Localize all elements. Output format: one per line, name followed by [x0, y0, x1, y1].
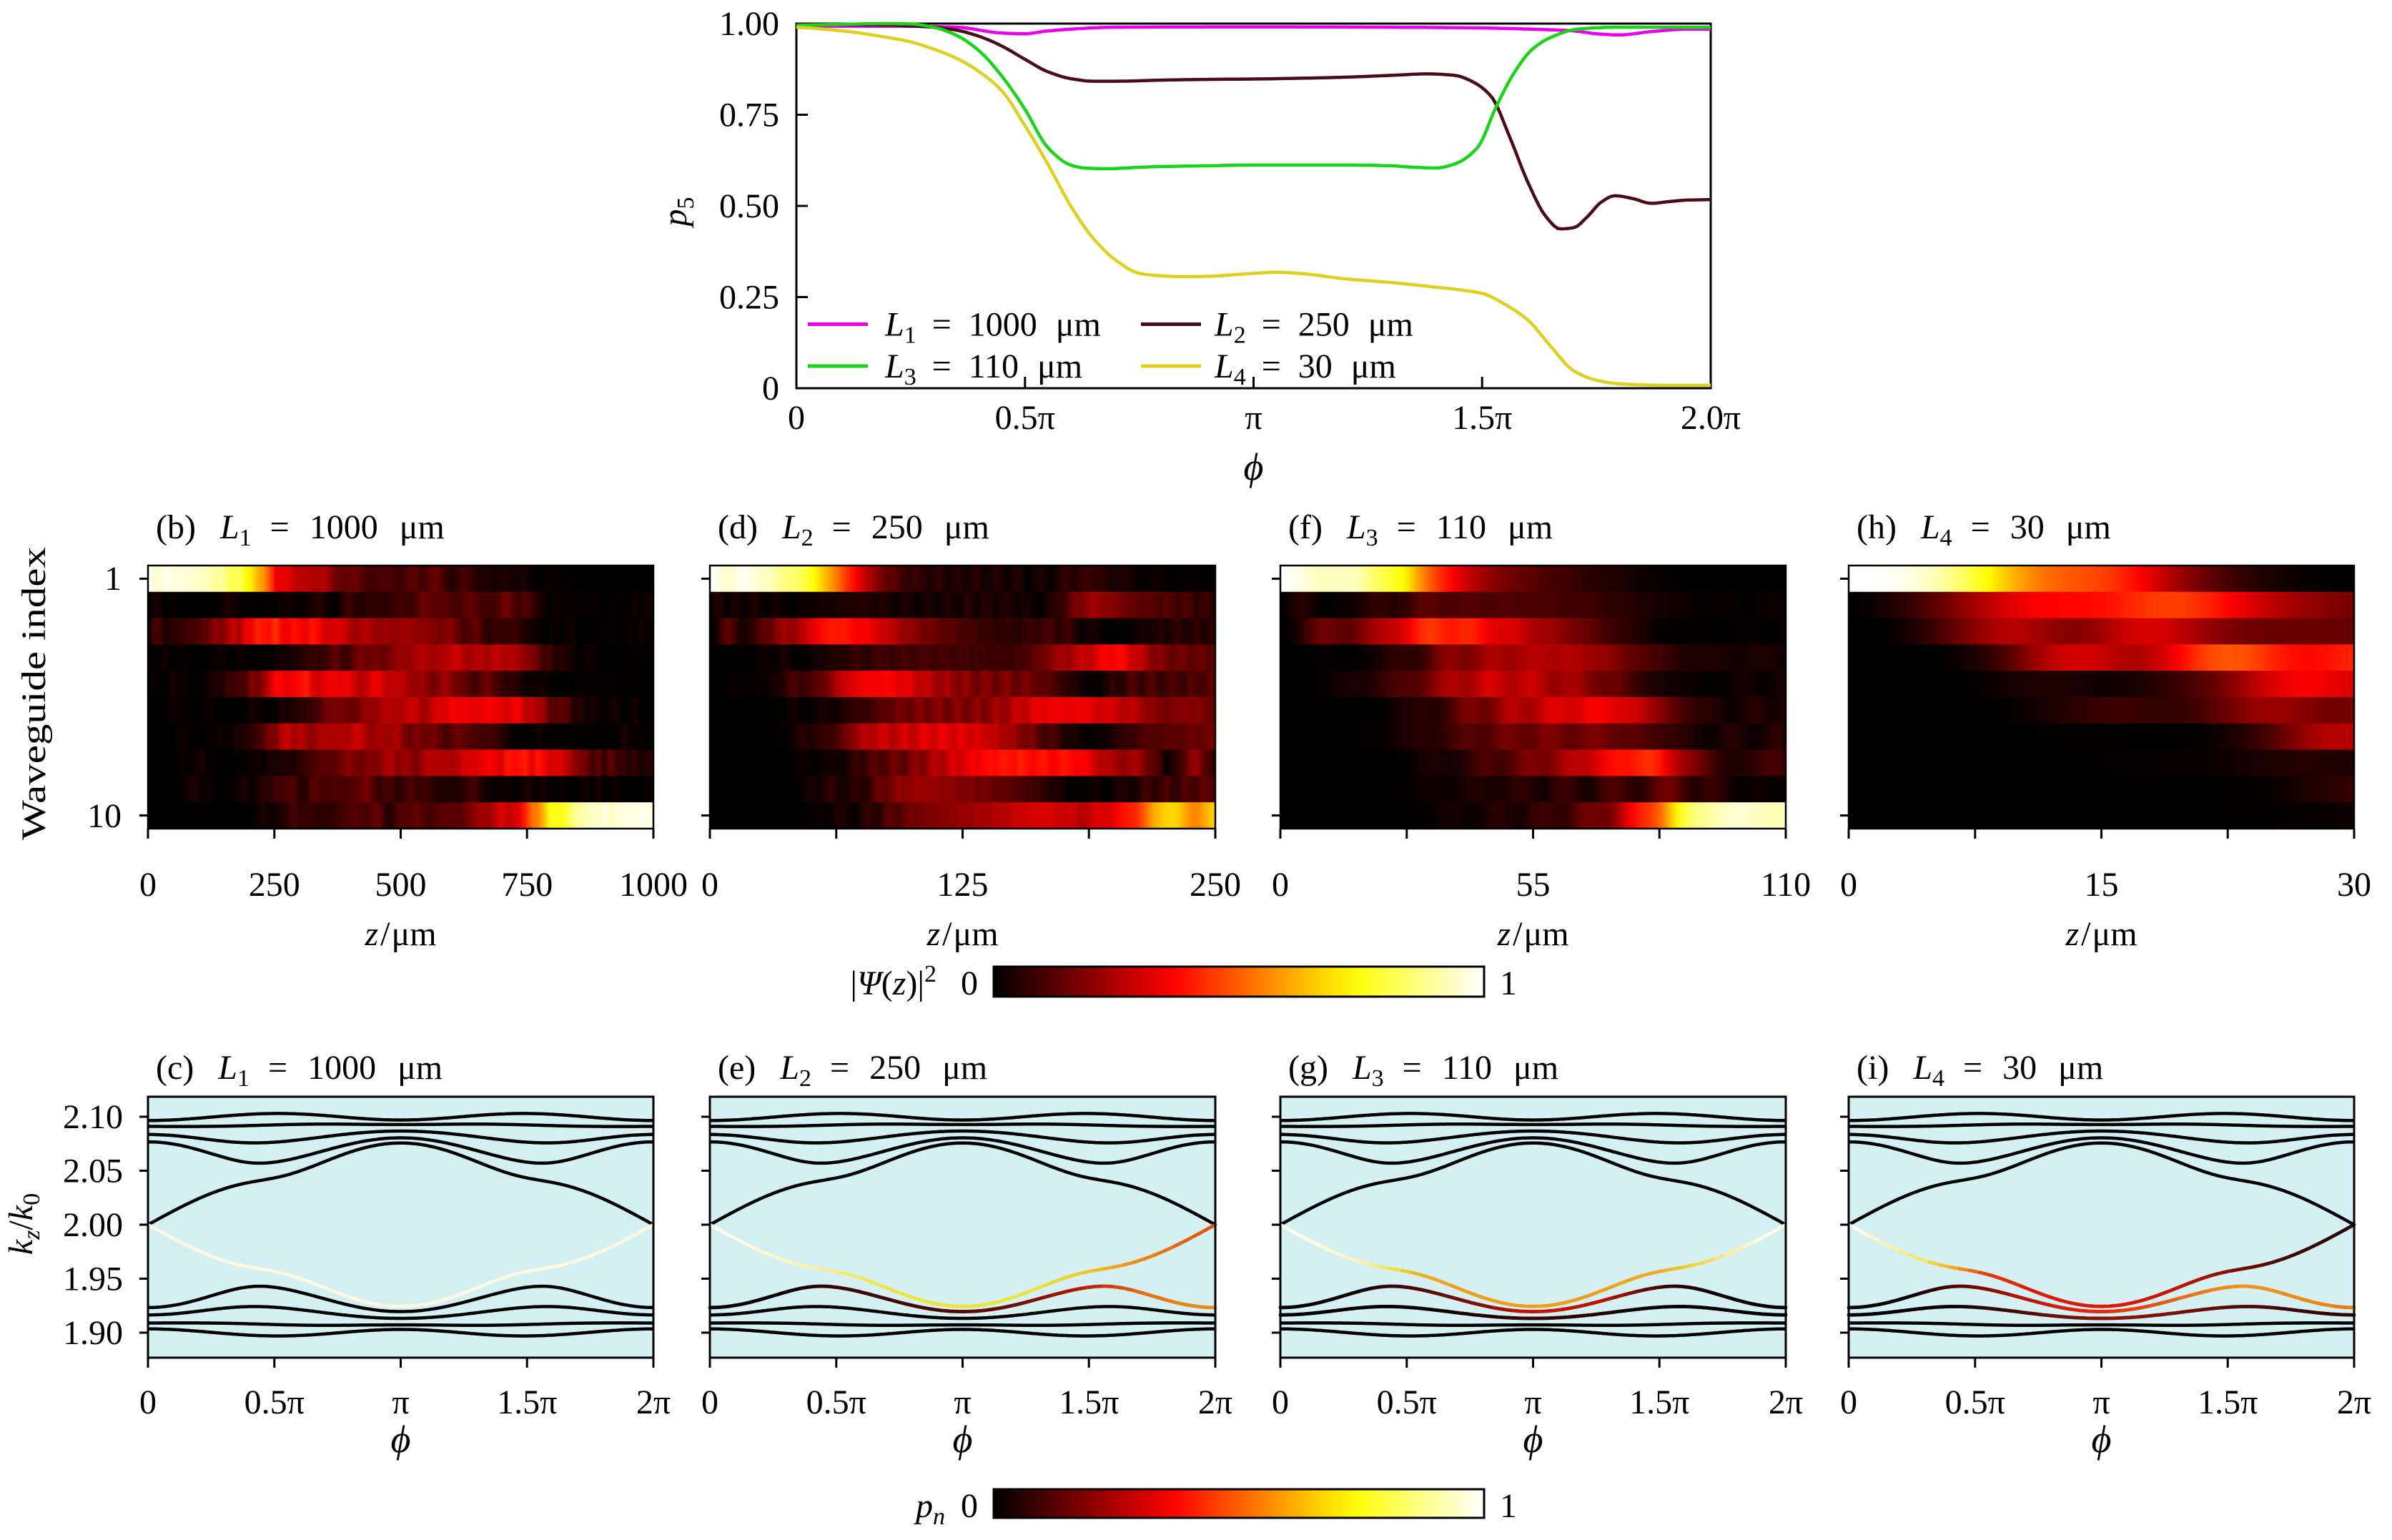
- svg-text:π: π: [954, 1383, 971, 1421]
- svg-text:kz​/k0​: kz​/k0​: [2, 1193, 45, 1255]
- svg-text:z/μm: z/μm: [1496, 915, 1568, 953]
- svg-text:125: 125: [937, 866, 989, 904]
- svg-text:0.5π: 0.5π: [244, 1383, 305, 1421]
- svg-text:p5​: p5​: [656, 197, 699, 229]
- svg-text:2π: 2π: [1769, 1383, 1803, 1421]
- svg-text:1.5π: 1.5π: [1059, 1383, 1119, 1421]
- svg-text:1: 1: [1500, 1487, 1517, 1525]
- svg-text:0: 0: [762, 370, 779, 408]
- svg-text:|Ψ(z)|2​: |Ψ(z)|2​: [850, 961, 936, 1002]
- svg-text:0.5π: 0.5π: [1377, 1383, 1437, 1421]
- svg-text:ϕ: ϕ: [2092, 1418, 2112, 1461]
- svg-text:0: 0: [1272, 1383, 1289, 1421]
- svg-text:500: 500: [375, 866, 427, 904]
- svg-text:Waveguide index: Waveguide index: [15, 547, 53, 840]
- svg-text:1: 1: [104, 560, 122, 598]
- svg-text:0: 0: [1840, 866, 1857, 904]
- svg-text:z/μm: z/μm: [926, 915, 998, 953]
- svg-text:30: 30: [2337, 866, 2371, 904]
- svg-text:2π: 2π: [1198, 1383, 1232, 1421]
- svg-text:1.5π: 1.5π: [2198, 1383, 2258, 1421]
- svg-text:π: π: [1245, 399, 1262, 437]
- svg-text:ϕ: ϕ: [953, 1418, 973, 1461]
- svg-text:1000: 1000: [619, 866, 688, 904]
- svg-text:0: 0: [139, 866, 157, 904]
- svg-text:750: 750: [501, 866, 553, 904]
- svg-text:250: 250: [249, 866, 300, 904]
- svg-text:2π: 2π: [2337, 1383, 2371, 1421]
- svg-text:55: 55: [1516, 866, 1551, 904]
- svg-text:2.10: 2.10: [63, 1098, 123, 1136]
- svg-text:1: 1: [1500, 964, 1517, 1002]
- svg-text:0: 0: [701, 866, 718, 904]
- svg-text:0: 0: [139, 1383, 157, 1421]
- svg-text:0: 0: [1840, 1383, 1857, 1421]
- svg-text:10: 10: [87, 797, 122, 835]
- svg-text:0: 0: [788, 399, 805, 437]
- svg-text:0.50: 0.50: [719, 187, 779, 225]
- svg-text:π: π: [1524, 1383, 1541, 1421]
- svg-text:0.5π: 0.5π: [995, 399, 1055, 437]
- svg-text:1.5π: 1.5π: [497, 1383, 557, 1421]
- svg-text:0: 0: [961, 964, 978, 1002]
- svg-text:1.90: 1.90: [63, 1314, 123, 1352]
- svg-text:1.00: 1.00: [719, 5, 779, 43]
- svg-text:1.95: 1.95: [63, 1260, 123, 1298]
- svg-text:1.5π: 1.5π: [1629, 1383, 1689, 1421]
- svg-text:ϕ: ϕ: [391, 1418, 411, 1461]
- svg-text:250: 250: [1190, 866, 1241, 904]
- svg-text:0.5π: 0.5π: [1945, 1383, 2005, 1421]
- svg-text:0: 0: [701, 1383, 718, 1421]
- svg-text:pn​: pn​: [914, 1487, 945, 1530]
- svg-text:2.05: 2.05: [63, 1152, 123, 1190]
- svg-text:π: π: [2092, 1383, 2110, 1421]
- svg-text:0: 0: [1272, 866, 1289, 904]
- svg-text:1.5π: 1.5π: [1452, 399, 1512, 437]
- svg-text:15: 15: [2085, 866, 2119, 904]
- svg-text:0.75: 0.75: [719, 97, 779, 134]
- svg-text:2π: 2π: [636, 1383, 671, 1421]
- svg-text:0.5π: 0.5π: [806, 1383, 866, 1421]
- svg-text:z/μm: z/μm: [364, 915, 436, 953]
- svg-text:110: 110: [1761, 866, 1811, 904]
- svg-text:2.00: 2.00: [63, 1206, 123, 1244]
- svg-text:0.25: 0.25: [719, 279, 779, 317]
- svg-text:2.0π: 2.0π: [1681, 399, 1741, 437]
- svg-text:ϕ: ϕ: [1244, 445, 1264, 488]
- svg-text:0: 0: [961, 1487, 978, 1525]
- svg-text:z/μm: z/μm: [2065, 915, 2137, 953]
- svg-text:ϕ: ϕ: [1523, 1418, 1543, 1461]
- svg-text:π: π: [392, 1383, 409, 1421]
